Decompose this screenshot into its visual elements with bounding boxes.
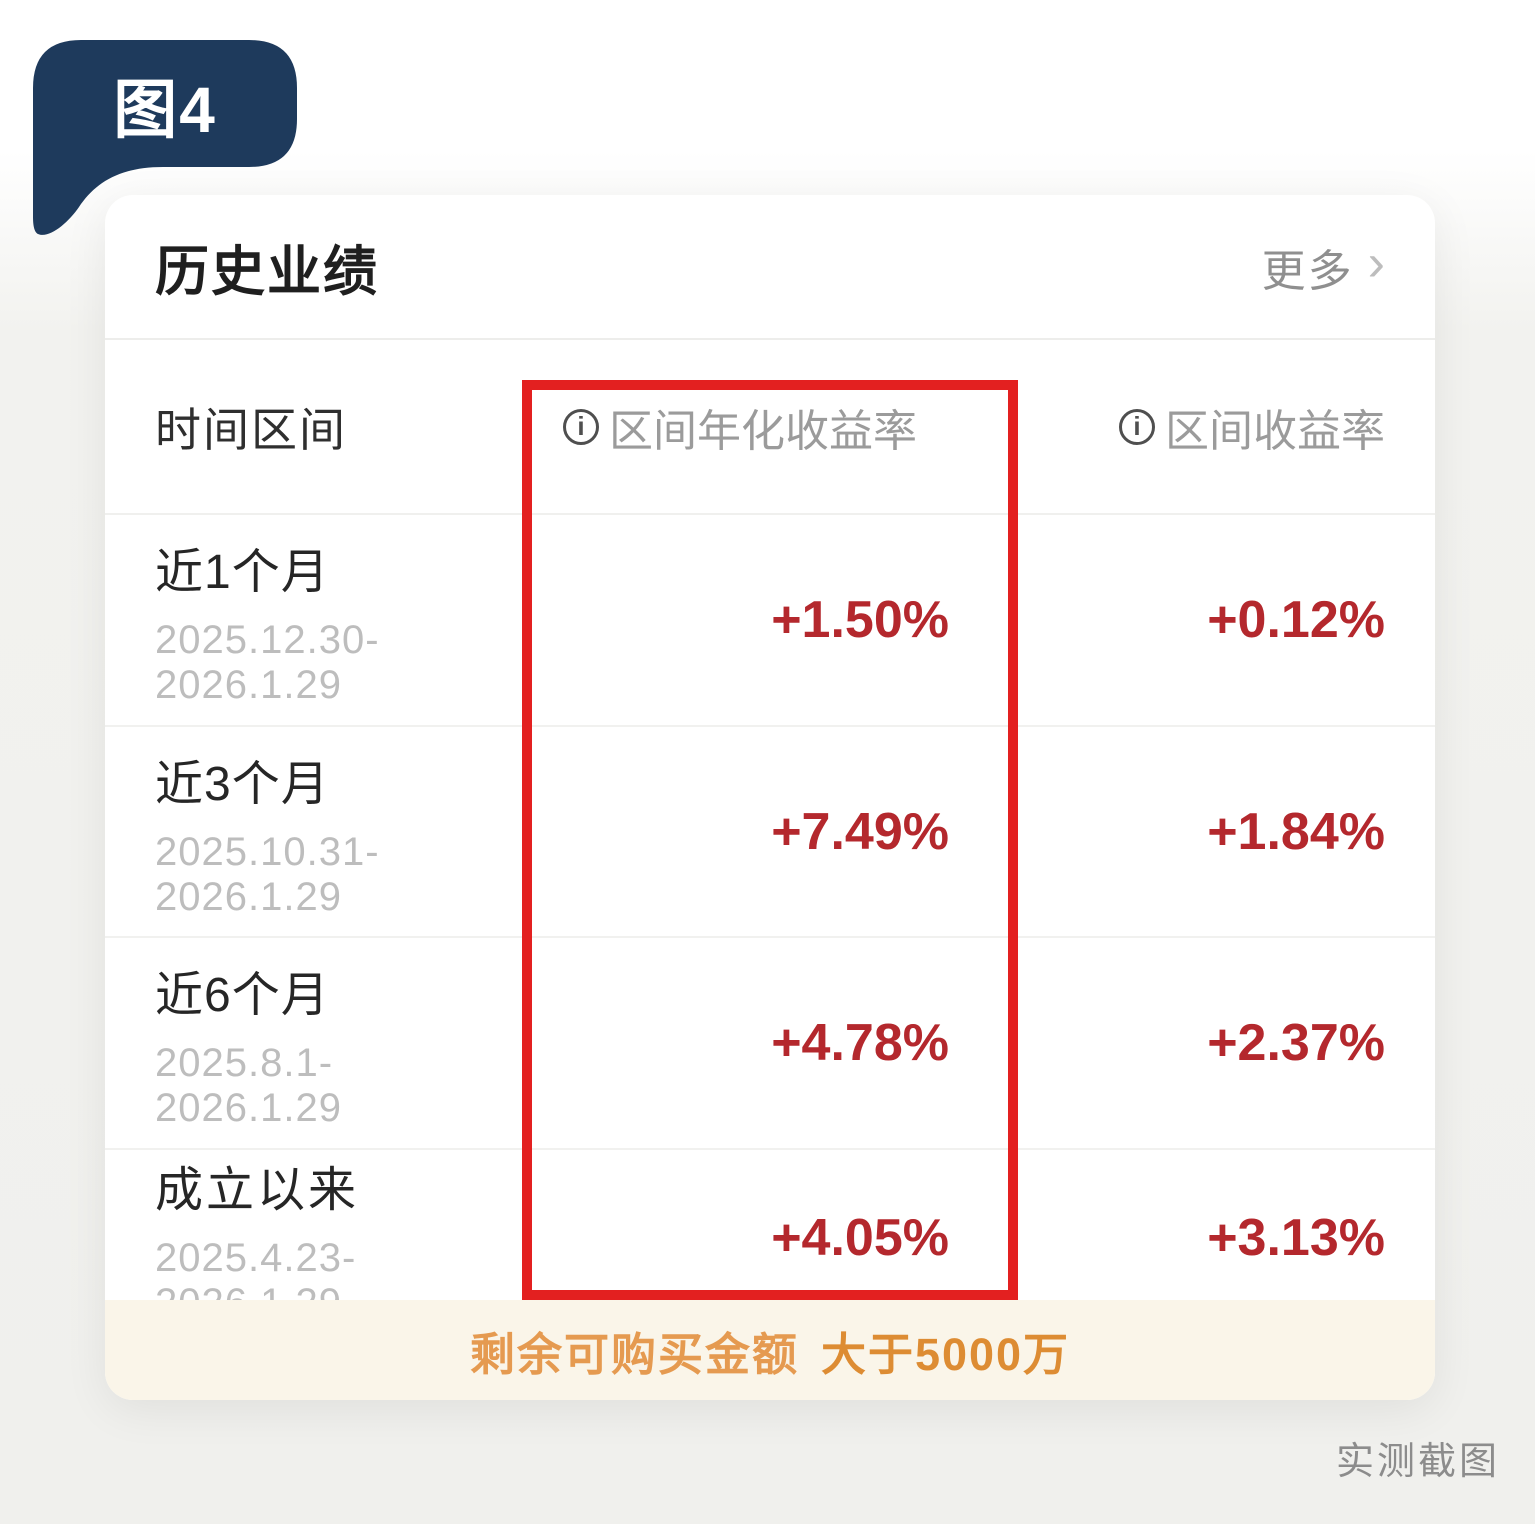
period-label: 成立以来 (155, 1164, 360, 1217)
annualized-return-value: +1.50% (771, 591, 949, 649)
date-range: 2025.12.30-2026.1.29 (155, 618, 380, 707)
more-label: 更多 (1261, 246, 1354, 296)
interval-return-value: +3.13% (1207, 1209, 1385, 1267)
period-cell: 近3个月 2025.10.31-2026.1.29 (155, 744, 515, 920)
interval-return-value: +2.37% (1207, 1014, 1385, 1072)
annualized-return-value: +4.78% (771, 1014, 949, 1072)
info-icon[interactable] (563, 408, 599, 445)
speech-bubble-icon (33, 40, 297, 235)
date-range: 2025.8.1-2026.1.29 (155, 1041, 342, 1130)
table-row: 近1个月 2025.12.30-2026.1.29 +1.50% +0.12% (105, 515, 1435, 727)
period-cell: 近1个月 2025.12.30-2026.1.29 (155, 532, 515, 708)
annualized-return-value: +7.49% (771, 802, 949, 861)
more-link[interactable]: 更多 › (1262, 235, 1385, 299)
period-cell: 近6个月 2025.8.1-2026.1.29 (155, 955, 515, 1131)
banner-label: 剩余可购买金额 (469, 1328, 799, 1380)
banner-value: 大于5000万 (820, 1328, 1071, 1380)
chevron-right-icon: › (1367, 233, 1385, 292)
table-header-row: 时间区间 区间年化收益率 区间收益率 (105, 340, 1435, 515)
column-header-annualized[interactable]: 区间年化收益率 (515, 395, 965, 459)
figure-tag-bubble: 图4 (33, 40, 297, 245)
figure-tag-label: 图4 (113, 74, 217, 146)
purchase-limit-banner: 剩余可购买金额 大于5000万 (105, 1300, 1435, 1400)
annualized-return-value: +4.05% (771, 1209, 949, 1267)
period-label: 近1个月 (155, 546, 330, 599)
table-row: 近6个月 2025.8.1-2026.1.29 +4.78% +2.37% (105, 938, 1435, 1150)
date-range: 2025.10.31-2026.1.29 (155, 829, 380, 919)
card-header: 历史业绩 更多 › (105, 195, 1435, 340)
footer-caption: 实测截图 (1335, 1441, 1500, 1483)
period-label: 近6个月 (155, 969, 330, 1022)
column-header-interval[interactable]: 区间收益率 (965, 395, 1385, 459)
column-header-period: 时间区间 (155, 403, 347, 456)
interval-return-value: +1.84% (1207, 802, 1385, 861)
column-header-interval-label: 区间收益率 (1165, 406, 1385, 456)
card-title: 历史业绩 (155, 242, 379, 302)
interval-return-value: +0.12% (1207, 591, 1385, 649)
table-row: 成立以来 2025.4.23-2026.1.29 +4.05% +3.13% (105, 1150, 1435, 1325)
info-icon[interactable] (1119, 408, 1155, 445)
column-header-annualized-label: 区间年化收益率 (609, 406, 917, 456)
history-performance-card: 历史业绩 更多 › 时间区间 区间年化收益率 区间收益率 近1个月 2025.1… (105, 195, 1435, 1400)
period-label: 近3个月 (155, 757, 330, 811)
table-row: 近3个月 2025.10.31-2026.1.29 +7.49% +1.84% (105, 727, 1435, 938)
